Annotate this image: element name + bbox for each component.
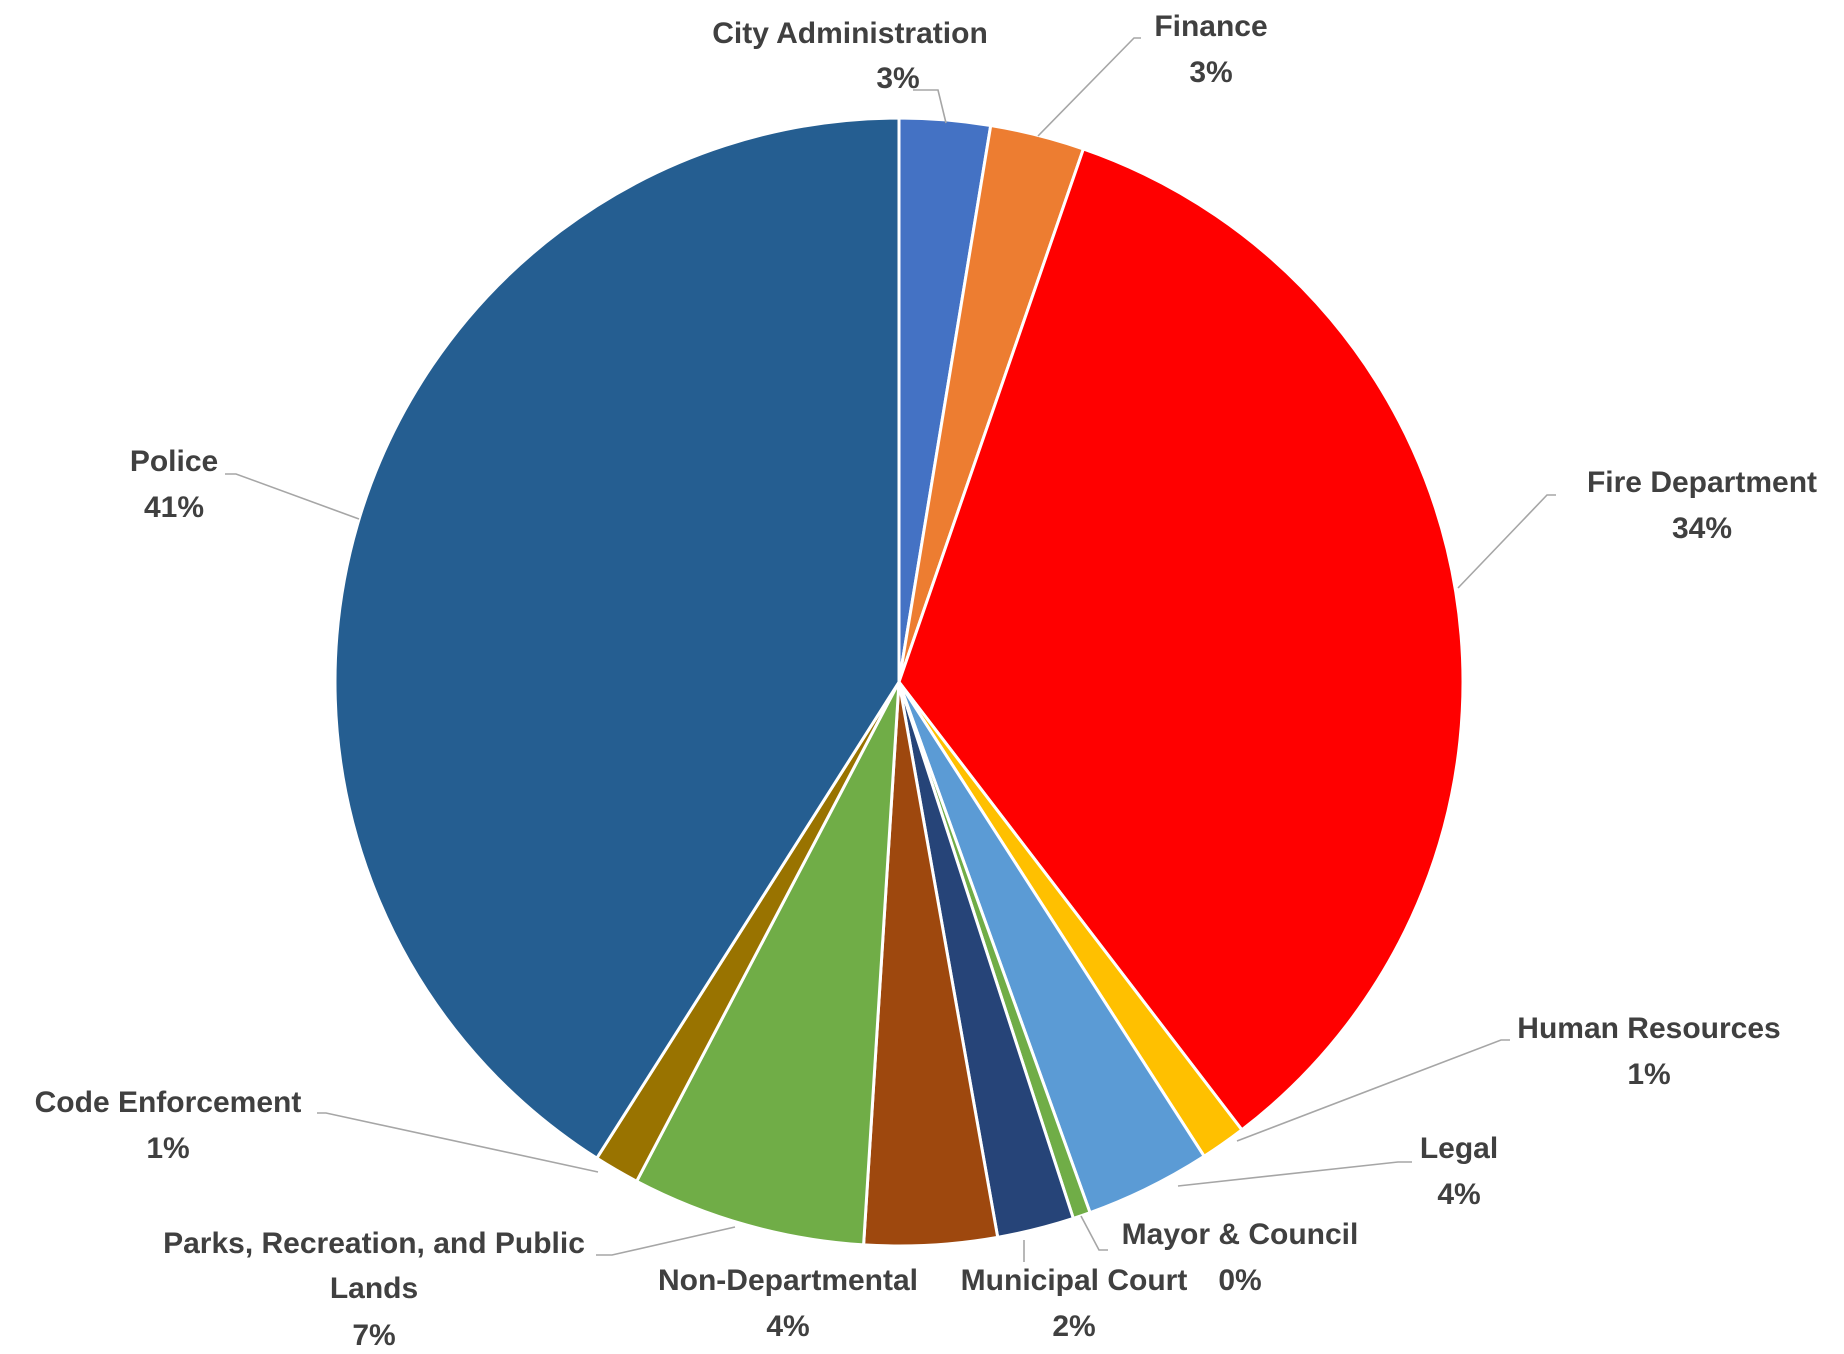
pie-labels: City Administration 3% Finance 3% Fire Depar…	[35, 10, 1817, 1352]
slice-label-city-administration: City Administration	[712, 17, 988, 50]
slice-percent-municipal-court: 2%	[1052, 1310, 1095, 1343]
slice-label-finance: Finance	[1154, 10, 1267, 43]
leader-line-code-enforcement	[317, 1112, 599, 1173]
slice-label-parks-recreation-and-public-lands-line-1: Parks, Recreation, and Public	[163, 1227, 585, 1260]
slice-label-fire-department: Fire Department	[1587, 466, 1817, 499]
slice-percent-fire-department: 34%	[1672, 512, 1732, 545]
leader-line-parks-recreation-and-public-lands	[596, 1226, 736, 1256]
slice-percent-police: 41%	[144, 491, 204, 524]
slice-percent-parks-recreation-and-public-lands: 7%	[352, 1319, 395, 1352]
slice-percent-code-enforcement: 1%	[146, 1132, 189, 1165]
leader-line-mayor-council	[1080, 1215, 1108, 1251]
leader-line-finance	[1037, 37, 1141, 137]
slice-label-mayor-council: Mayor & Council	[1122, 1218, 1359, 1251]
leader-line-human-resources	[1236, 1039, 1510, 1142]
slice-percent-finance: 3%	[1189, 56, 1232, 89]
pie-slices	[333, 116, 1465, 1248]
slice-percent-legal: 4%	[1437, 1178, 1480, 1211]
slice-percent-human-resources: 1%	[1627, 1058, 1670, 1091]
slice-label-parks-recreation-and-public-lands-line-2: Lands	[330, 1272, 418, 1305]
slice-label-police: Police	[130, 445, 218, 478]
slice-parks-recreation-and-public-lands	[634, 681, 901, 1247]
slice-fire-department	[897, 147, 1465, 1132]
leader-line-fire-department	[1457, 494, 1556, 589]
slice-percent-non-departmental: 4%	[766, 1310, 809, 1343]
leader-line-police	[225, 473, 360, 520]
leader-line-legal	[1177, 1161, 1412, 1187]
slice-label-municipal-court: Municipal Court	[961, 1264, 1188, 1297]
slice-label-non-departmental: Non-Departmental	[658, 1264, 918, 1297]
slice-percent-city-administration: 3%	[876, 62, 919, 95]
slice-police	[333, 116, 901, 1161]
leader-line-city-administration	[913, 89, 947, 124]
slice-percent-mayor-council: 0%	[1218, 1264, 1261, 1297]
slice-label-legal: Legal	[1420, 1132, 1498, 1165]
slice-label-code-enforcement: Code Enforcement	[35, 1086, 302, 1119]
slice-label-human-resources: Human Resources	[1517, 1012, 1780, 1045]
